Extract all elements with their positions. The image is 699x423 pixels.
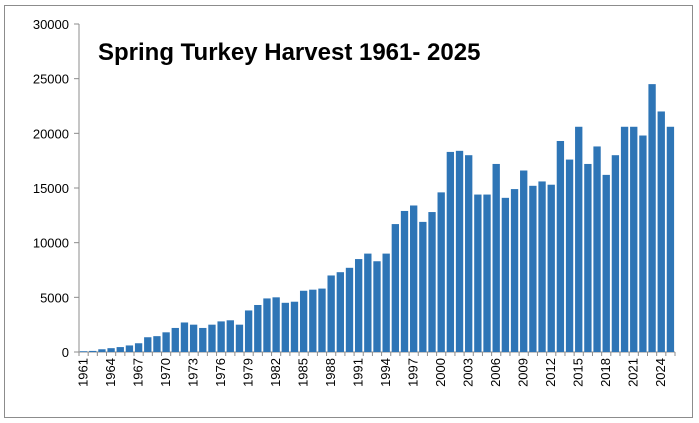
- x-tick-label: 2006: [488, 358, 503, 387]
- bar-1995: [391, 224, 400, 352]
- bar-1990: [345, 267, 354, 352]
- x-tick-label: 1961: [76, 358, 91, 387]
- y-tick-label: 30000: [33, 17, 69, 32]
- bar-2023: [648, 84, 656, 352]
- bar-1991: [354, 259, 363, 352]
- bar-1985: [299, 290, 308, 352]
- bar-2008: [510, 189, 519, 352]
- bar-2024: [657, 111, 665, 352]
- x-tick-label: 2015: [571, 358, 586, 387]
- bar-1961: [79, 351, 88, 352]
- bar-1998: [419, 221, 427, 352]
- x-tick-label: 1994: [378, 358, 393, 387]
- bar-2013: [556, 140, 565, 352]
- bar-1972: [180, 322, 189, 352]
- bar-1964: [107, 348, 115, 352]
- x-tick-label: 1976: [213, 358, 228, 387]
- x-tick-label: 2003: [461, 358, 476, 387]
- bar-2009: [520, 170, 528, 352]
- bar-1966: [125, 345, 134, 352]
- bar-2018: [602, 174, 610, 352]
- bar-1981: [263, 298, 271, 352]
- x-tick-label: 2024: [653, 358, 668, 387]
- x-tick-label: 2018: [598, 358, 613, 387]
- y-tick-label: 15000: [33, 181, 69, 196]
- bar-1977: [226, 320, 234, 352]
- bar-1989: [336, 272, 344, 352]
- bar-2020: [620, 126, 629, 353]
- x-tick-label: 1991: [351, 358, 366, 387]
- bar-1983: [281, 302, 289, 352]
- x-tick-label: 1985: [296, 358, 311, 387]
- bar-2016: [584, 163, 592, 352]
- bar-2015: [575, 126, 583, 353]
- bar-2017: [593, 146, 601, 352]
- x-tick-label: 2009: [516, 358, 531, 387]
- bar-1982: [272, 297, 280, 352]
- bar-2007: [501, 197, 510, 352]
- bar-1965: [116, 347, 124, 352]
- bar-2019: [611, 155, 620, 352]
- bar-1984: [290, 301, 299, 352]
- bar-1993: [373, 261, 381, 352]
- bar-2021: [630, 126, 638, 353]
- chart-bars: [79, 84, 675, 353]
- bar-1987: [318, 288, 326, 352]
- x-tick-label: 2021: [626, 358, 641, 387]
- y-tick-label: 25000: [33, 72, 69, 87]
- y-tick-label: 0: [62, 345, 69, 360]
- bar-1986: [309, 289, 317, 352]
- x-tick-label: 1967: [131, 358, 146, 387]
- bar-2006: [492, 163, 500, 352]
- x-tick-label: 1982: [268, 358, 283, 387]
- bar-2002: [455, 150, 464, 352]
- bar-1979: [244, 310, 253, 352]
- bar-1969: [153, 336, 161, 352]
- bar-1962: [89, 350, 97, 352]
- bar-1996: [400, 210, 409, 352]
- bar-2005: [483, 194, 491, 352]
- bar-2014: [565, 159, 574, 352]
- bar-1980: [254, 304, 262, 352]
- bar-2003: [465, 155, 473, 352]
- x-tick-label: 1979: [241, 358, 256, 387]
- bar-2004: [474, 194, 482, 352]
- x-tick-label: 1973: [186, 358, 201, 387]
- x-tick-label: 1970: [158, 358, 173, 387]
- bar-1988: [327, 275, 335, 352]
- x-tick-label: 2000: [433, 358, 448, 387]
- bar-2010: [529, 185, 537, 352]
- bar-2012: [547, 184, 555, 352]
- bar-1976: [217, 321, 225, 352]
- bar-1970: [162, 332, 170, 352]
- x-tick-label: 1988: [323, 358, 338, 387]
- bar-1974: [199, 327, 207, 352]
- bar-1963: [98, 349, 106, 352]
- bar-2011: [538, 181, 546, 352]
- bar-1967: [134, 343, 143, 352]
- x-tick-label: 1964: [103, 358, 118, 387]
- bar-2000: [437, 192, 445, 352]
- bar-1968: [144, 337, 152, 352]
- bar-1997: [410, 205, 418, 352]
- y-axis-tick-labels: 0 5000 10000 15000 20000 25000 30000: [33, 17, 69, 360]
- x-tick-label: 1997: [406, 358, 421, 387]
- bar-2022: [639, 135, 647, 352]
- y-tick-label: 10000: [33, 236, 69, 251]
- y-tick-label: 20000: [33, 126, 69, 141]
- x-axis-tick-labels: 1961 1964 1967 1970 1973 1976 1979 1982 1985 1988…: [76, 358, 669, 387]
- x-tick-label: 2012: [543, 358, 558, 387]
- bar-1971: [171, 327, 179, 352]
- bar-2025: [666, 126, 675, 353]
- bar-1978: [235, 324, 244, 352]
- bar-1992: [364, 253, 372, 352]
- chart-title: Spring Turkey Harvest 1961- 2025: [98, 39, 480, 66]
- bar-2001: [446, 151, 455, 352]
- y-tick-label: 5000: [40, 290, 69, 305]
- bar-1999: [428, 212, 436, 352]
- bar-1973: [189, 324, 198, 352]
- bar-1994: [382, 253, 390, 352]
- bar-1975: [208, 324, 216, 352]
